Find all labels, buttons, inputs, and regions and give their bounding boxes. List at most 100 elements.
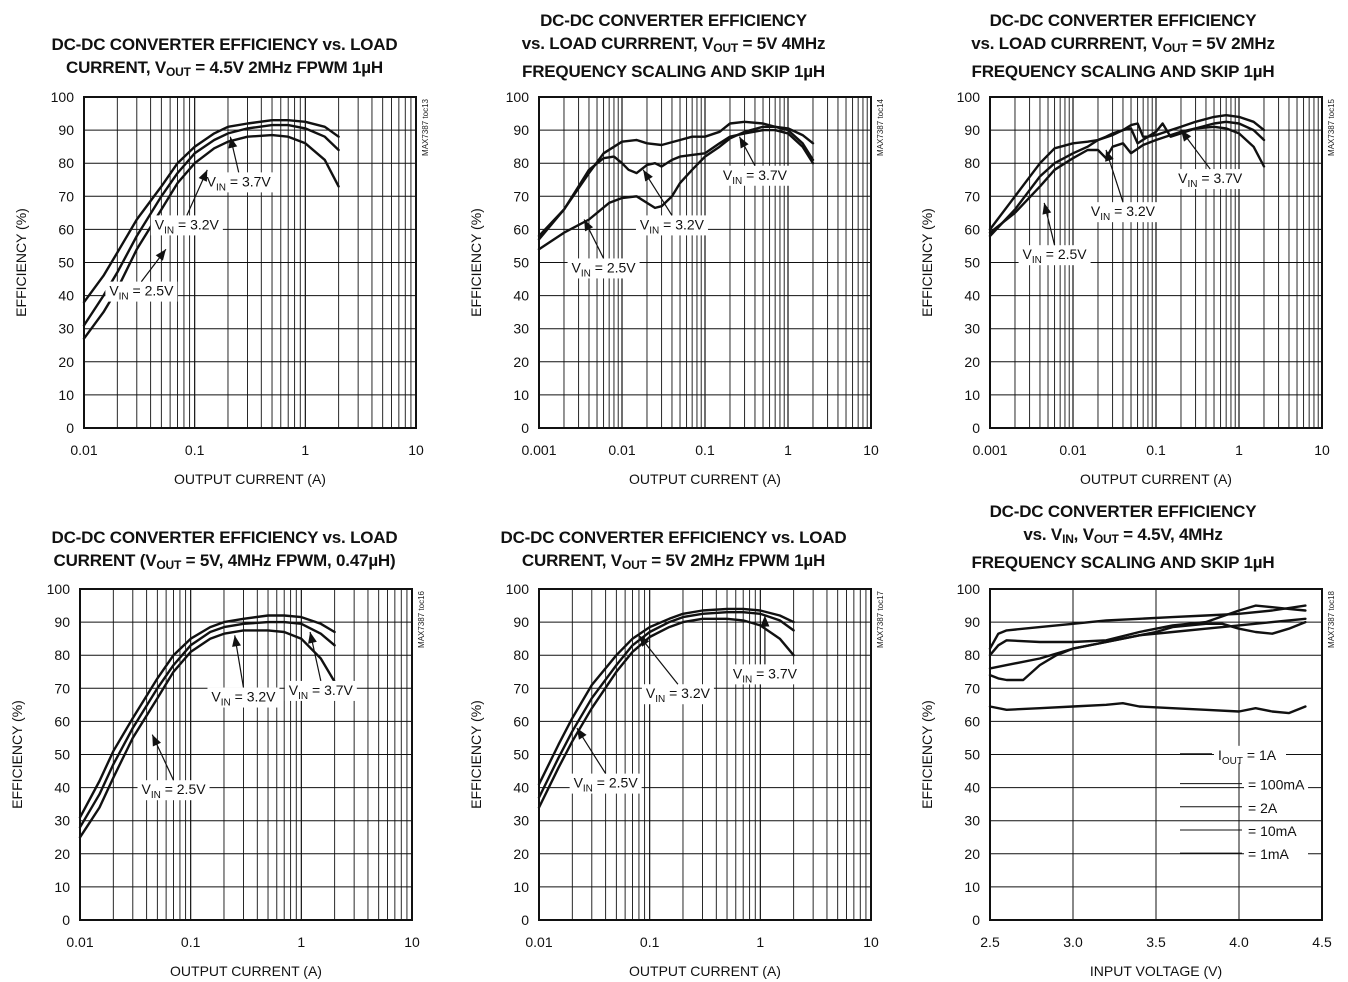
annotation-label: VIN = 2.5V: [574, 775, 639, 795]
x-tick-label: 0.1: [181, 934, 201, 950]
y-tick-label: 30: [513, 321, 529, 337]
chart-title-text: DC-DC CONVERTER EFFICIENCY: [989, 502, 1257, 521]
chart-title: DC-DC CONVERTER EFFICIENCY vs. LOAD CURRR…: [449, 9, 898, 83]
x-tick-label: 10: [404, 934, 420, 950]
x-tick-label: 4.5: [1312, 934, 1332, 950]
annotation-bg: [1018, 245, 1091, 266]
y-tick-label: 20: [964, 354, 980, 370]
y-tick-label: 70: [513, 188, 529, 204]
y-tick-label: 0: [62, 912, 70, 928]
y-tick-label: 60: [54, 713, 70, 729]
chart-title-text: DC-DC CONVERTER EFFICIENCY: [540, 11, 807, 30]
annotation-arrow-head: [308, 632, 317, 644]
chart-title-text: CURRENT, V: [66, 58, 167, 77]
plot-frame: [989, 96, 1323, 429]
x-axis-label: OUTPUT CURRENT (A): [1080, 471, 1232, 487]
plot-frame: [538, 588, 872, 921]
legend-label-bg: [1244, 798, 1308, 816]
series-line-3: [988, 620, 1307, 682]
series-line-1: [82, 123, 340, 327]
y-tick-label: 10: [513, 879, 529, 895]
y-axis-label: EFFICIENCY (%): [13, 208, 29, 317]
x-tick-label: 0.01: [66, 934, 93, 950]
y-tick-label: 20: [54, 846, 70, 862]
legend-label: = 100mA: [1248, 777, 1305, 793]
y-axis-label: EFFICIENCY (%): [919, 208, 935, 317]
text-run: = 2.5V: [1042, 246, 1087, 262]
y-tick-label: 60: [513, 221, 529, 237]
annotation-arrow-head: [643, 169, 653, 182]
y-tick-label: 10: [58, 387, 74, 403]
y-tick-label: 20: [58, 354, 74, 370]
x-tick-label: 0.1: [185, 442, 205, 458]
chart-title: DC-DC CONVERTER EFFICIENCY vs. VIN, VOUT …: [898, 500, 1348, 574]
annotation-bg: [284, 680, 357, 701]
chart-title-subscript: OUT: [166, 65, 191, 79]
chart-title-text: vs. V: [1023, 525, 1063, 544]
y-tick-label: 0: [521, 420, 529, 436]
annotation-bg: [150, 215, 223, 236]
chart-title-line: FREQUENCY SCALING AND SKIP 1µH: [898, 60, 1348, 83]
x-tick-label: 10: [863, 442, 879, 458]
subscript: IN: [1100, 212, 1110, 223]
subscript: IN: [1032, 255, 1042, 266]
chart-title-text: DC-DC CONVERTER EFFICIENCY vs. LOAD: [51, 528, 398, 547]
annotation-label: VIN = 3.2V: [640, 216, 705, 236]
y-tick-label: 30: [58, 321, 74, 337]
y-tick-label: 30: [964, 321, 980, 337]
chart-title: DC-DC CONVERTER EFFICIENCY vs. LOAD CURRE…: [0, 33, 449, 84]
figure-code: MAX7387 toc18: [1327, 590, 1336, 647]
text-run: V: [574, 775, 584, 791]
y-tick-label: 50: [964, 255, 980, 271]
y-tick-label: 40: [58, 288, 74, 304]
series-line-1: [988, 604, 1307, 657]
y-tick-label: 20: [513, 846, 529, 862]
y-tick-label: 70: [54, 680, 70, 696]
chart-title-text: = 5V 4MHz: [737, 34, 826, 53]
legend-label-bg: [1244, 775, 1308, 793]
subscript: IN: [151, 790, 161, 801]
chart-title-text: = 4.5V, 4MHz: [1118, 525, 1223, 544]
subscript: IN: [119, 292, 129, 303]
annotation-bg: [728, 664, 801, 685]
series-group: [537, 120, 815, 251]
y-tick-label: 40: [54, 780, 70, 796]
x-axis-label: OUTPUT CURRENT (A): [170, 963, 322, 979]
text-run: = 3.7V: [742, 167, 787, 183]
annotation-arrow-head: [638, 635, 650, 647]
x-tick-label: 10: [1314, 442, 1330, 458]
x-tick-label: 0.01: [525, 934, 552, 950]
y-tick-label: 90: [54, 614, 70, 630]
y-tick-label: 50: [58, 255, 74, 271]
x-tick-label: 0.01: [1059, 442, 1086, 458]
annotation-bg: [635, 215, 708, 236]
chart-title-text: CURRENT, V: [521, 551, 622, 570]
y-tick-label: 100: [506, 581, 530, 597]
chart-title-subscript: OUT: [1162, 41, 1188, 55]
chart-title-line: DC-DC CONVERTER EFFICIENCY: [449, 9, 898, 32]
y-tick-label: 70: [513, 680, 529, 696]
text-run: V: [640, 216, 650, 232]
chart-title-text: vs. LOAD CURRRENT, V: [521, 34, 714, 53]
plot-frame: [989, 588, 1323, 921]
series-group: [988, 604, 1307, 715]
y-tick-label: 30: [513, 813, 529, 829]
annotation-arrow-head: [155, 249, 166, 261]
text-run: V: [733, 665, 743, 681]
text-run: V: [207, 173, 217, 189]
y-axis-label: EFFICIENCY (%): [919, 700, 935, 809]
chart-title-line: DC-DC CONVERTER EFFICIENCY vs. LOAD: [449, 526, 898, 549]
y-tick-label: 70: [58, 188, 74, 204]
y-tick-label: 50: [54, 747, 70, 763]
y-tick-label: 100: [51, 89, 75, 105]
annotation-label: VIN = 3.7V: [1178, 170, 1243, 190]
series-line-0: [988, 604, 1307, 650]
text-run: = 3.2V: [1110, 203, 1155, 219]
legend-label-bg: [1244, 845, 1308, 863]
y-tick-label: 10: [513, 387, 529, 403]
series-line-0: [78, 614, 336, 819]
chart-title-line: DC-DC CONVERTER EFFICIENCY vs. LOAD: [0, 526, 449, 549]
text-run: = 2.5V: [593, 775, 638, 791]
series-line-2: [988, 125, 1266, 234]
text-run: V: [109, 283, 119, 299]
